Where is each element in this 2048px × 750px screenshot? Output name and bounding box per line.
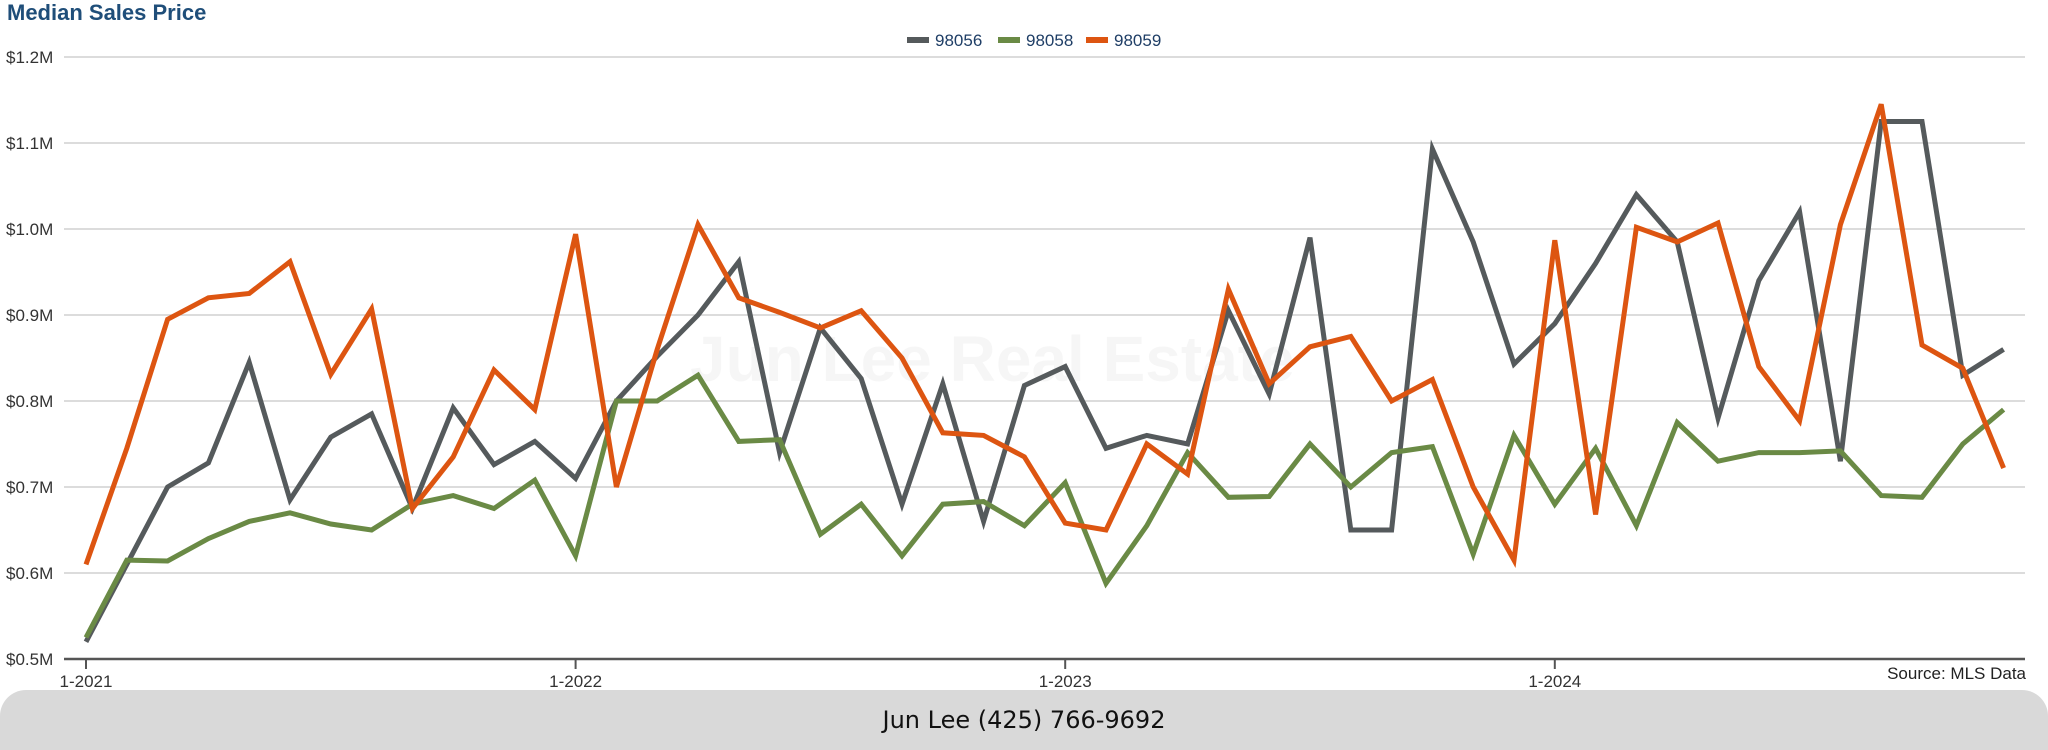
y-axis-ticks: $0.5M $0.6M $0.7M $0.8M $0.9M $1.0M $1.1M $1.2M bbox=[6, 48, 53, 669]
gridlines bbox=[64, 56, 2025, 661]
y-tick-label: $1.2M bbox=[6, 48, 53, 67]
series-line-98059 bbox=[83, 103, 2006, 568]
x-tick-label: 1-2022 bbox=[549, 672, 602, 690]
footer-contact: Jun Lee (425) 766-9692 bbox=[882, 706, 1166, 734]
legend-label-98059: 98059 bbox=[1114, 31, 1161, 50]
x-axis-ticks: 1-2021 1-2022 1-2023 1-2024 bbox=[60, 659, 1581, 690]
y-tick-label: $1.1M bbox=[6, 134, 53, 153]
x-tick-label: 1-2023 bbox=[1039, 672, 1092, 690]
y-tick-label: $0.5M bbox=[6, 650, 53, 669]
series-line-98056 bbox=[83, 119, 2005, 643]
legend-label-98058: 98058 bbox=[1026, 31, 1073, 50]
x-tick-label: 1-2021 bbox=[60, 672, 113, 690]
y-tick-label: $1.0M bbox=[6, 220, 53, 239]
legend-label-98056: 98056 bbox=[935, 31, 982, 50]
y-tick-label: $0.9M bbox=[6, 306, 53, 325]
legend: 98056 98058 98059 bbox=[907, 31, 1161, 50]
y-tick-label: $0.7M bbox=[6, 478, 53, 497]
series-line-98058 bbox=[83, 371, 2006, 639]
chart-title: Median Sales Price bbox=[7, 0, 207, 25]
y-tick-label: $0.8M bbox=[6, 392, 53, 411]
footer-bar: Jun Lee (425) 766-9692 bbox=[0, 690, 2048, 750]
source-note: Source: MLS Data bbox=[1887, 664, 2026, 683]
x-tick-label: 1-2024 bbox=[1528, 672, 1581, 690]
series-lines bbox=[83, 103, 2006, 643]
y-tick-label: $0.6M bbox=[6, 564, 53, 583]
median-sales-price-chart: $0.5M $0.6M $0.7M $0.8M $0.9M $1.0M $1.1M $1.2M… bbox=[6, 31, 2025, 690]
